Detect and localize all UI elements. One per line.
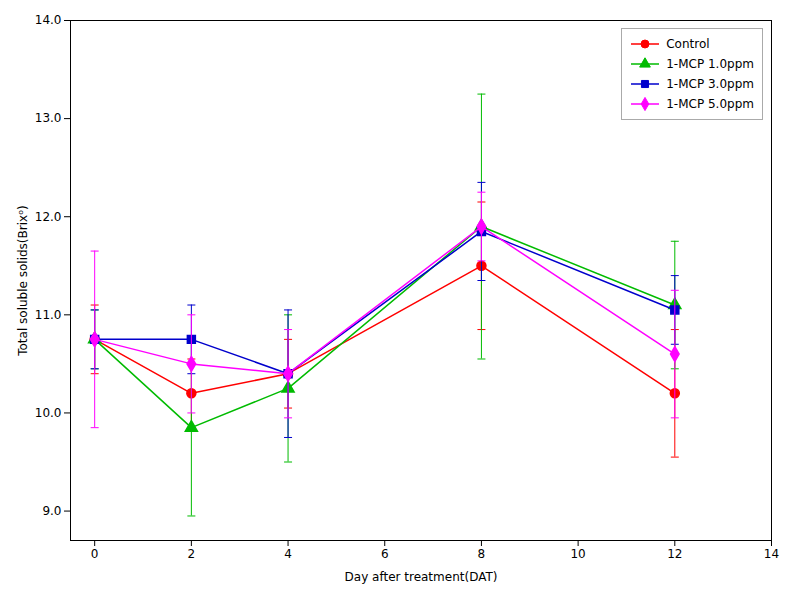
svg-text:9.0: 9.0: [42, 504, 61, 518]
html-text:1-MCP 1.0ppm: 1-MCP 1.0ppm: [666, 57, 754, 71]
html-text:1-MCP 5.0ppm: 1-MCP 5.0ppm: [666, 97, 754, 111]
svg-text:Total soluble solids(Brixᵒ): Total soluble solids(Brixᵒ): [16, 205, 30, 357]
svg-text:13.0: 13.0: [35, 111, 62, 125]
svg-text:10: 10: [570, 547, 585, 561]
svg-text:Day after treatment(DAT): Day after treatment(DAT): [345, 570, 498, 584]
svg-text:4: 4: [284, 547, 292, 561]
html-text:1-MCP 3.0ppm: 1-MCP 3.0ppm: [666, 77, 754, 91]
svg-text:14: 14: [764, 547, 779, 561]
svg-text:2: 2: [188, 547, 196, 561]
svg-text:14.0: 14.0: [35, 13, 62, 27]
html-text:Control: Control: [666, 37, 710, 51]
svg-text:10.0: 10.0: [35, 406, 62, 420]
svg-text:11.0: 11.0: [35, 308, 62, 322]
svg-text:12.0: 12.0: [35, 210, 62, 224]
svg-text:0: 0: [91, 547, 99, 561]
svg-text:12: 12: [667, 547, 682, 561]
svg-text:8: 8: [478, 547, 486, 561]
svg-text:6: 6: [381, 547, 389, 561]
